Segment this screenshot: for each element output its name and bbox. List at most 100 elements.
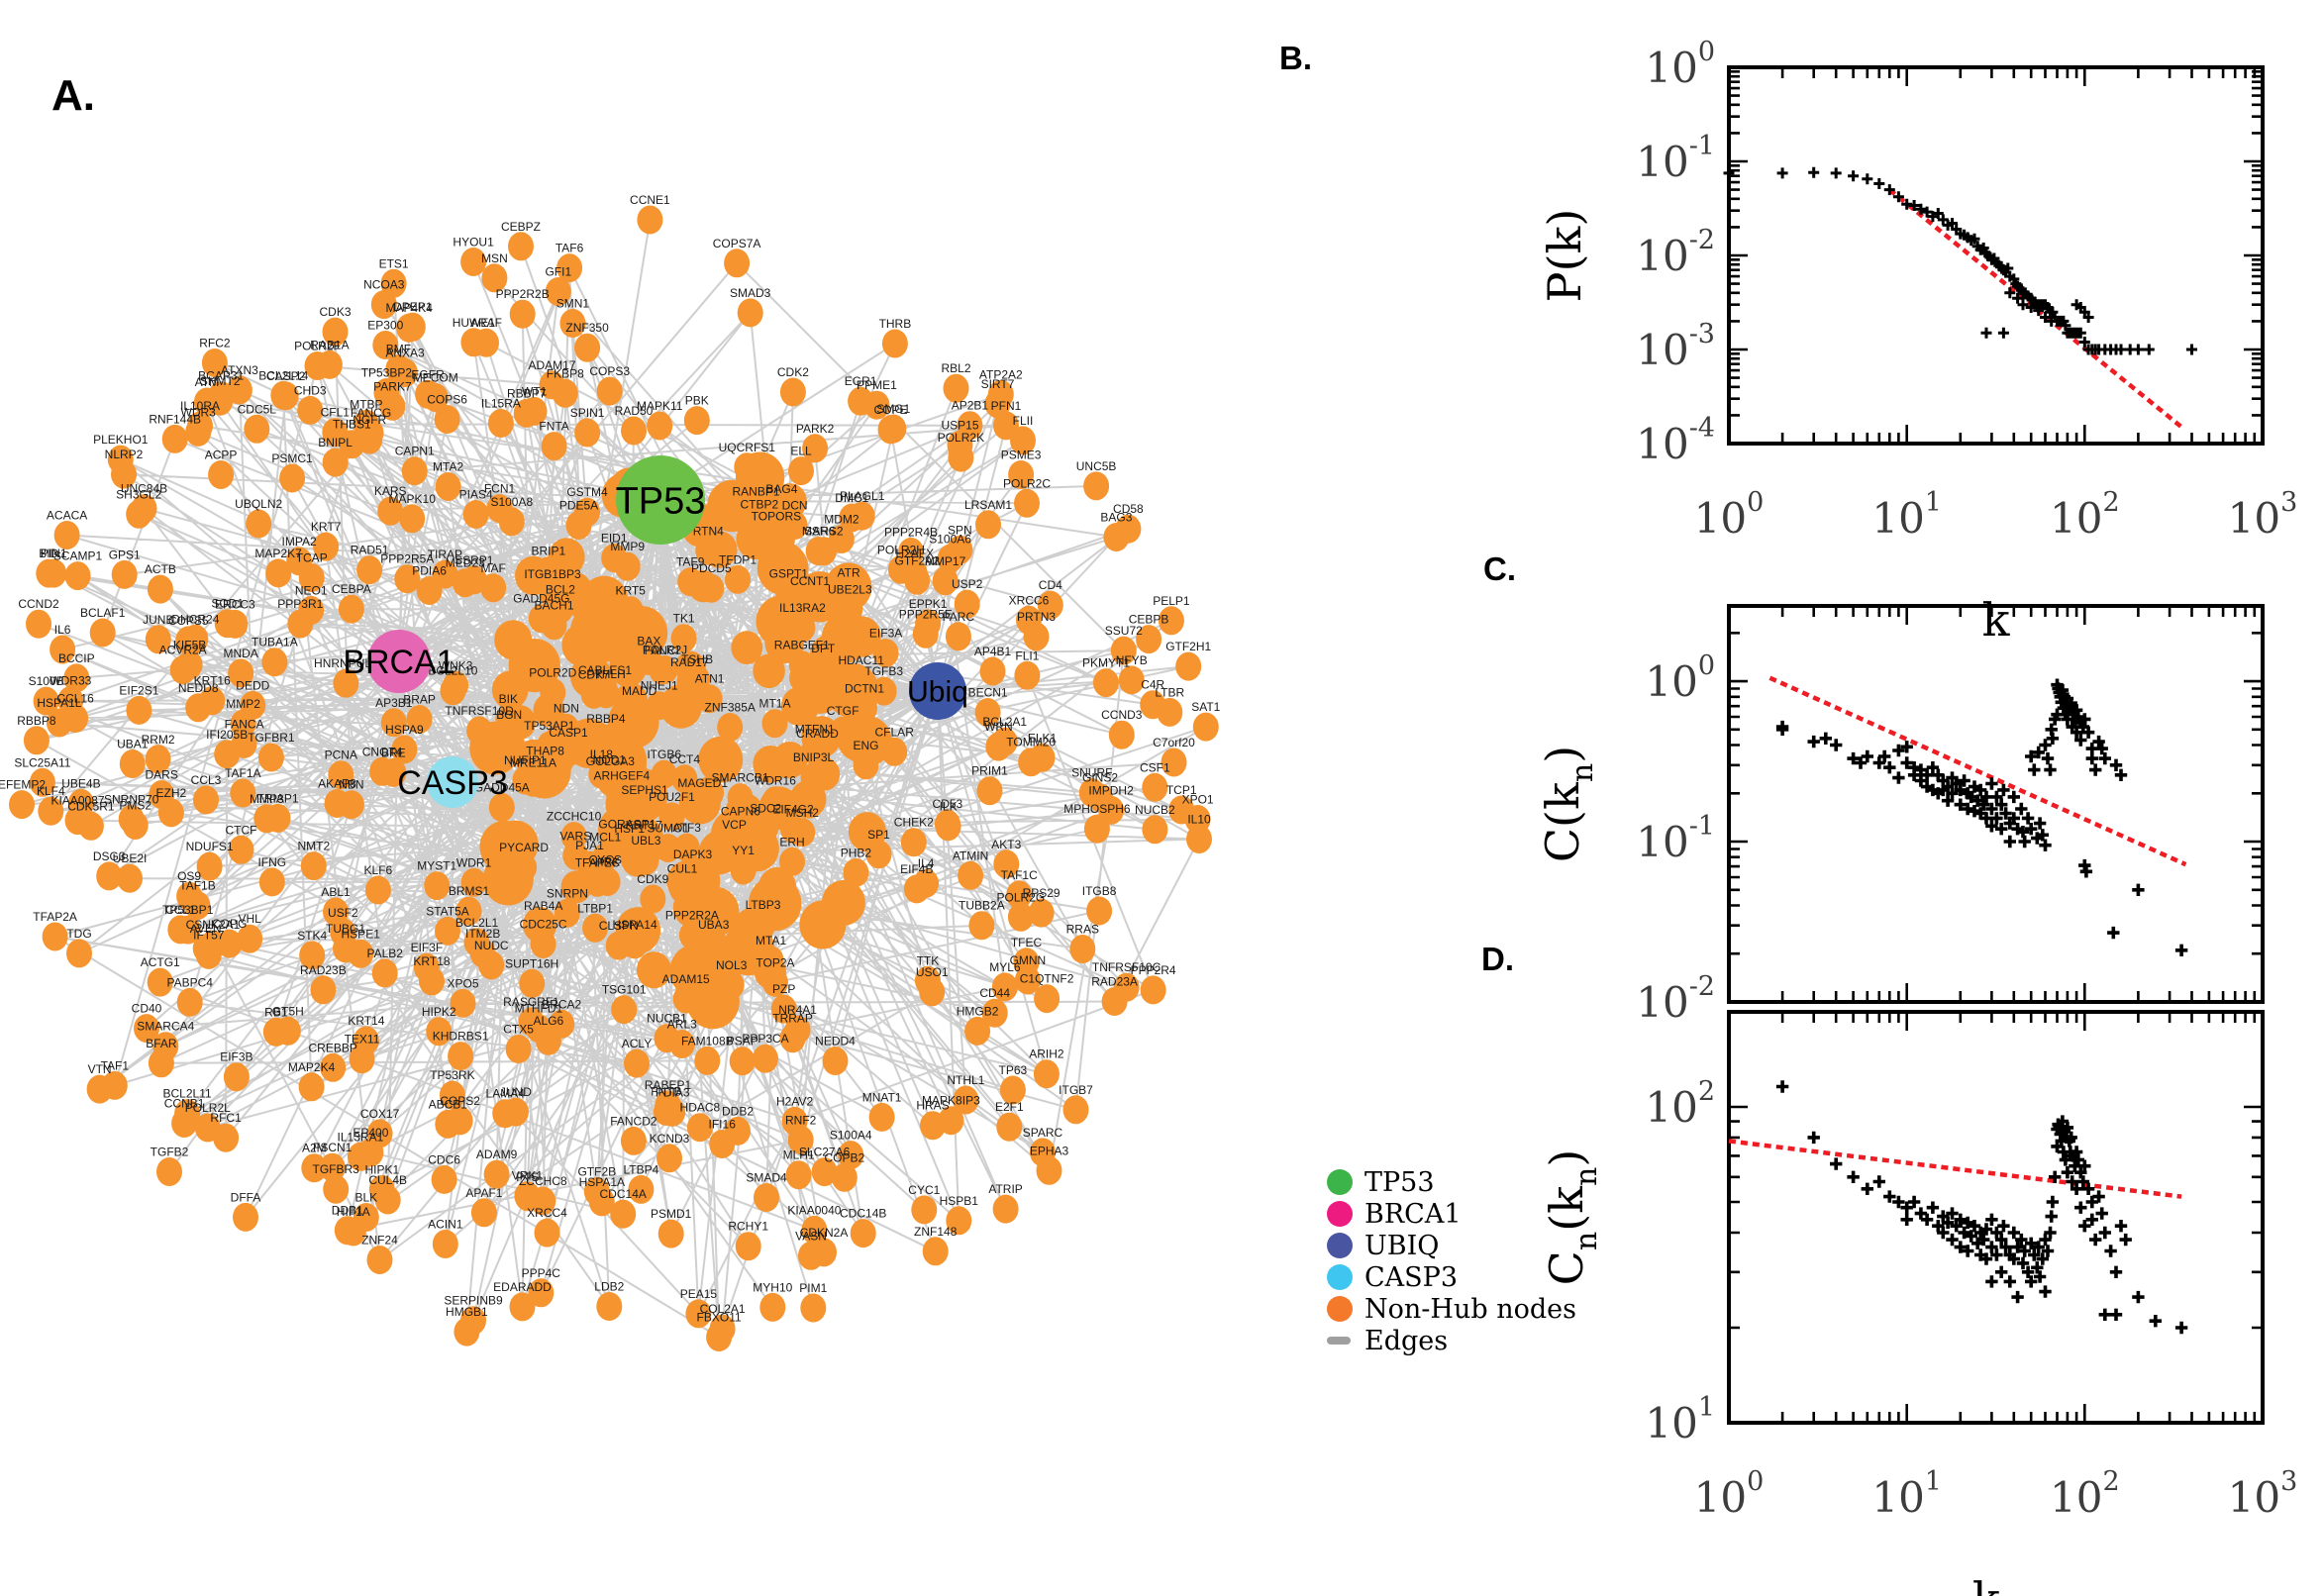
svg-text:JUND: JUND [500,1085,532,1099]
svg-text:FBXO11: FBXO11 [697,1311,742,1325]
svg-text:COPS2: COPS2 [440,1094,480,1108]
svg-text:DMC1: DMC1 [835,491,868,505]
data-points [1775,1080,2188,1335]
svg-text:MAPK11: MAPK11 [637,399,683,413]
svg-text:101: 101 [1871,487,1942,543]
svg-text:WDR33: WDR33 [50,674,91,688]
svg-text:SP1: SP1 [867,828,890,842]
svg-text:CDK3: CDK3 [319,305,351,319]
svg-text:EFEMP2: EFEMP2 [0,778,46,792]
svg-text:FAM108B: FAM108B [681,1034,734,1047]
svg-text:EPPK1: EPPK1 [909,597,948,611]
data-points [1775,678,2188,956]
svg-text:MAPK10: MAPK10 [389,492,437,506]
svg-text:RAD23A: RAD23A [1091,975,1138,989]
svg-text:TAF1B: TAF1B [179,879,215,893]
svg-text:SAT1: SAT1 [1191,700,1220,714]
svg-text:POLR2L: POLR2L [185,1101,231,1115]
svg-text:BMF: BMF [386,343,411,356]
svg-text:SARS2: SARS2 [804,525,844,539]
svg-text:MAP4K4: MAP4K4 [386,301,434,315]
svg-text:CCNE1: CCNE1 [630,193,670,207]
legend-item-ubiq: UBIQ [1327,1230,1576,1261]
svg-text:IL13RA1: IL13RA1 [338,1130,384,1144]
svg-text:MTA1: MTA1 [756,934,786,948]
svg-text:MTA2: MTA2 [433,460,463,474]
svg-text:RBBP8: RBBP8 [17,714,56,728]
svg-text:ITGB8: ITGB8 [1082,884,1117,898]
svg-text:k: k [1982,593,2011,647]
svg-text:CSF1: CSF1 [1140,760,1170,774]
svg-text:PTHLH: PTHLH [586,667,625,681]
svg-text:IL10RA: IL10RA [180,399,220,413]
svg-text:ATRIP: ATRIP [988,1182,1022,1196]
svg-text:KRT7: KRT7 [311,520,342,534]
svg-text:C4R: C4R [1141,678,1164,692]
svg-text:TRIAP1: TRIAP1 [256,791,298,805]
degree-distribution-plot: 100 10-1 10-2 10-3 10-4 100 101 102 103 k P(k) [1538,37,2297,647]
svg-text:ZNF148: ZNF148 [914,1225,958,1239]
hub-node-brca1: BRCA1 [343,630,455,693]
svg-text:H2AFX: H2AFX [895,547,934,560]
svg-text:KIF5B: KIF5B [173,639,206,652]
legend-item-edges: Edges [1327,1325,1576,1356]
svg-text:LTBR: LTBR [1155,685,1184,699]
svg-text:102: 102 [2050,1466,2120,1522]
svg-text:PSMC1: PSMC1 [271,451,313,465]
svg-text:SPIN1: SPIN1 [570,406,605,420]
svg-text:PABPC4: PABPC4 [166,975,213,989]
svg-text:TGFB3: TGFB3 [864,664,903,678]
svg-text:VTN: VTN [88,1062,112,1076]
svg-text:ITGB1BP3: ITGB1BP3 [524,567,581,581]
svg-text:EIF3A: EIF3A [869,627,902,641]
tick-labels: 100 10-1 10-2 10-3 10-4 100 101 102 103 [1636,37,2297,543]
svg-text:KIAA0040: KIAA0040 [787,1203,841,1217]
svg-text:KIAA0087: KIAA0087 [50,794,104,808]
svg-text:CDK2: CDK2 [777,365,809,379]
svg-text:MYST1: MYST1 [417,859,456,873]
svg-text:GPS1: GPS1 [109,548,141,561]
svg-text:A2M: A2M [302,1142,327,1155]
svg-text:kn: kn [1972,1572,2019,1596]
svg-text:NUFIP1: NUFIP1 [504,753,547,767]
svg-text:ZCCHC10: ZCCHC10 [547,810,602,824]
svg-text:10-2: 10-2 [1636,971,1715,1027]
legend-item-brca1: BRCA1 [1327,1198,1576,1230]
svg-text:MADD: MADD [622,684,657,698]
svg-text:COPS5: COPS5 [168,614,209,628]
svg-text:IMPA2: IMPA2 [282,535,317,549]
svg-text:WT1: WT1 [522,384,548,398]
svg-text:COX17: COX17 [360,1107,400,1121]
svg-text:SMAD4: SMAD4 [746,1171,787,1185]
svg-text:SEPHS1: SEPHS1 [621,783,668,797]
svg-text:THAP8: THAP8 [526,744,564,757]
svg-text:LRSAM1: LRSAM1 [964,498,1012,512]
svg-text:UBQLN2: UBQLN2 [235,497,282,511]
svg-text:HSPE1: HSPE1 [342,927,381,941]
svg-text:BAX: BAX [637,635,660,648]
svg-text:HMGB2: HMGB2 [957,1004,999,1018]
svg-text:KHDRBS1: KHDRBS1 [433,1030,489,1044]
svg-text:KRT18: KRT18 [413,954,450,968]
svg-text:CFL1: CFL1 [321,406,351,420]
svg-text:POLR2H: POLR2H [877,543,925,556]
svg-text:WNK3: WNK3 [439,658,473,672]
svg-text:10-3: 10-3 [1636,319,1715,374]
svg-text:PPP4C: PPP4C [522,1266,561,1280]
svg-text:VASN: VASN [795,1229,827,1243]
svg-text:MSH2: MSH2 [786,806,820,820]
svg-text:HDAC8: HDAC8 [680,1101,721,1115]
svg-text:RPS29: RPS29 [1023,886,1060,900]
svg-text:PRTN3: PRTN3 [1017,610,1056,624]
svg-text:ARL3: ARL3 [667,1018,697,1032]
svg-text:JUNB: JUNB [143,613,173,627]
svg-text:CTX5: CTX5 [503,1023,534,1037]
svg-text:LDB2: LDB2 [594,1280,624,1294]
clustering-coefficient-plot: 100 10-1 10-2 C(kn) [1536,604,2265,1027]
svg-text:COPS3: COPS3 [589,364,630,378]
svg-text:BAG3: BAG3 [1100,511,1132,525]
plot-frame [1727,65,2265,446]
svg-text:CAPN1: CAPN1 [395,445,435,458]
legend-label: CASP3 [1364,1261,1458,1293]
svg-text:GTF2B: GTF2B [577,1165,616,1179]
